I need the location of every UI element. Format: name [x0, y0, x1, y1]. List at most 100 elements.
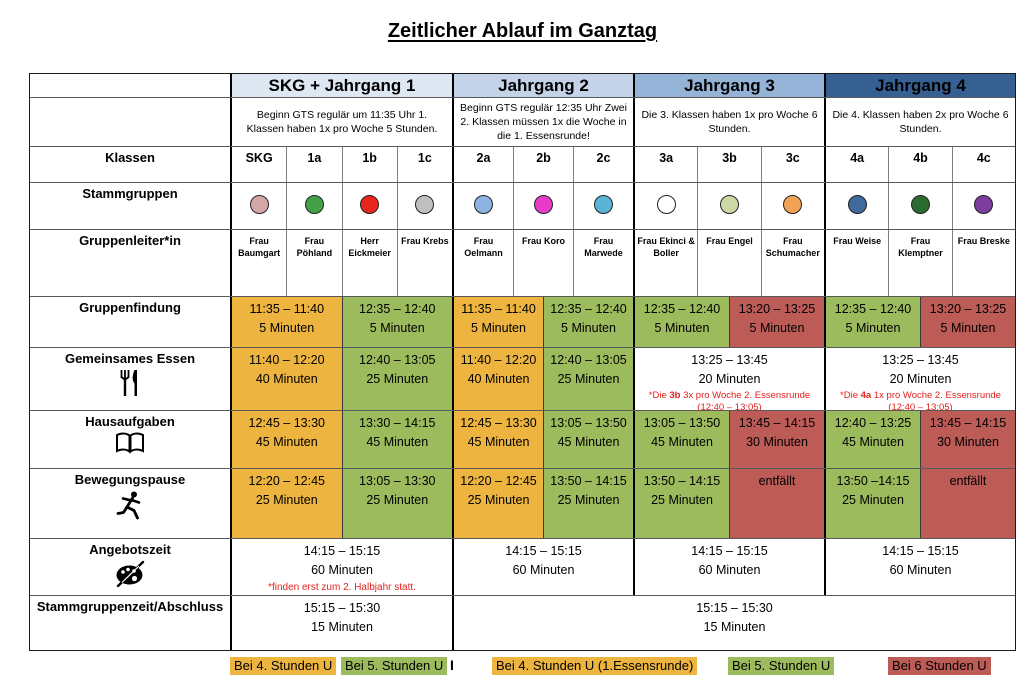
legend-item-5h-2: Bei 5. Stunden U — [728, 657, 835, 675]
leader-name: Frau Breske — [951, 230, 1015, 296]
page-title: Zeitlicher Ablauf im Ganztag — [387, 20, 658, 42]
group-color-dot — [847, 195, 867, 214]
legend-item-5h: Bei 5. Stunden U — [341, 657, 448, 675]
leader-name: Frau Baumgart — [238, 236, 281, 259]
group-header-j2: Jahrgang 2 — [454, 74, 633, 97]
klasse-header: 3c — [760, 147, 824, 182]
runner-icon — [116, 491, 141, 520]
schedule-cell: 14:15 – 15:15 60 Minuten — [505, 544, 582, 578]
leader-name: Frau Koro — [513, 230, 573, 296]
leader-name: Herr Eickmeier — [341, 230, 397, 296]
schedule-cell: 13:50 – 14:15 25 Minuten — [543, 469, 633, 538]
schedule-cell: 13:30 – 14:15 45 Minuten — [341, 411, 452, 468]
schedule-cell: 13:45 – 14:15 30 Minuten — [729, 411, 824, 468]
schedule-cell: 12:35 – 12:40 5 Minuten — [635, 297, 729, 347]
palette-icon — [116, 561, 145, 588]
bewegungspause-row: Bewegungspause 12:20 – 12:45 25 Minuten 1… — [30, 469, 1015, 539]
schedule-cell: 13:25 – 13:45 20 Minuten *Die 4a 1x pro … — [826, 348, 1015, 413]
legend-item-4h-essensrunde: Bei 4. Stunden U (1.Essensrunde) — [492, 657, 698, 675]
schedule-cell: entfällt — [920, 469, 1015, 538]
row-label-essen: Gemeinsames Essen — [30, 348, 230, 410]
klasse-header: 4a — [850, 151, 865, 165]
schedule-cell: 12:35 – 12:40 5 Minuten — [341, 297, 452, 347]
angebotszeit-row: Angebotszeit 14:15 – 15:15 60 Minuten *f… — [30, 539, 1015, 596]
schedule-cell: 13:05 – 13:50 45 Minuten — [543, 411, 633, 468]
leader-name: Frau Marwede — [573, 230, 633, 296]
klasse-header: 3a — [659, 151, 674, 165]
group-color-dot — [974, 195, 994, 214]
schedule-cell: 13:50 –14:15 25 Minuten — [826, 469, 920, 538]
row-label-hausaufgaben: Hausaufgaben — [30, 411, 230, 468]
schedule-cell: 15:15 – 15:30 15 Minuten — [303, 601, 381, 635]
schedule-cell: 11:35 – 11:40 5 Minuten — [232, 297, 342, 347]
legend-separator: I — [450, 657, 454, 673]
leader-name: Frau Pöhland — [286, 230, 341, 296]
group-note-j4: Die 4. Klassen haben 2x pro Woche 6 Stun… — [832, 108, 1009, 135]
klasse-header: 2c — [573, 147, 633, 182]
schedule-cell: 14:15 – 15:15 60 Minuten *finden erst zu… — [232, 539, 452, 595]
klasse-header: 4b — [888, 147, 951, 182]
schedule-cell: 12:40 – 13:05 25 Minuten — [341, 348, 452, 410]
klasse-header: 1b — [341, 147, 397, 182]
schedule-cell: 14:15 – 15:15 60 Minuten — [882, 544, 959, 578]
schedule-cell: 14:15 – 15:15 60 Minuten — [691, 544, 768, 578]
group-color-dot — [360, 195, 380, 214]
description-row: Beginn GTS regulär um 11:35 Uhr 1. Klass… — [30, 98, 1015, 147]
group-color-dot — [304, 195, 324, 214]
open-book-icon — [116, 432, 144, 454]
schedule-cell: 12:35 – 12:40 5 Minuten — [826, 297, 920, 347]
schedule-cell: 12:35 – 12:40 5 Minuten — [543, 297, 633, 347]
leader-name: Frau Weise — [833, 236, 882, 246]
schedule-cell: 12:45 – 13:30 45 Minuten — [232, 411, 342, 468]
group-color-dot — [719, 195, 739, 214]
row-label-gruppenfindung: Gruppenfindung — [79, 300, 181, 315]
legend: Bei 4. Stunden U Bei 5. Stunden U I Bei … — [0, 655, 1024, 685]
group-color-dot — [249, 195, 269, 214]
schedule-cell: 12:40 – 13:05 25 Minuten — [543, 348, 633, 410]
group-note-j1: Beginn GTS regulär um 11:35 Uhr 1. Klass… — [246, 108, 438, 135]
klasse-header: SKG — [245, 151, 273, 165]
klasse-header: 1c — [396, 147, 452, 182]
description-empty-cell — [30, 98, 230, 146]
schedule-cell: 12:20 – 12:45 25 Minuten — [454, 469, 543, 538]
schedule-cell: 13:05 – 13:50 45 Minuten — [635, 411, 729, 468]
schedule-cell: 13:05 – 13:30 25 Minuten — [341, 469, 452, 538]
schedule-cell: 13:20 – 13:25 5 Minuten — [729, 297, 824, 347]
group-color-dot — [415, 195, 435, 214]
gruppenfindung-row: Gruppenfindung 11:35 – 11:40 5 Minuten 12… — [30, 297, 1015, 348]
essen-note-j3: *Die 3b 3x pro Woche 2. Essensrunde (12:… — [648, 389, 811, 414]
leader-name: Frau Krebs — [396, 230, 452, 296]
row-label-stammgruppenzeit: Stammgruppenzeit/Abschluss — [36, 599, 224, 614]
schedule-cell: 13:25 – 13:45 20 Minuten *Die 3b 3x pro … — [635, 348, 824, 413]
schedule-cell: 12:40 – 13:25 45 Minuten — [826, 411, 920, 468]
group-note-j3: Die 3. Klassen haben 1x pro Woche 6 Stun… — [641, 108, 818, 135]
klasse-header: 1a — [286, 147, 341, 182]
gruppenleiter-row: Gruppenleiter*in Frau Baumgart Frau Pöhl… — [30, 230, 1015, 297]
group-color-dot — [474, 195, 493, 214]
klassen-row: Klassen SKG 1a 1b 1c 2a 2b 2c 3a 3b 3c 4… — [30, 147, 1015, 183]
group-header-j1: SKG + Jahrgang 1 — [232, 74, 452, 97]
row-label-angebotszeit: Angebotszeit — [30, 539, 230, 595]
klasse-header: 4c — [951, 147, 1015, 182]
schedule-cell: 13:45 – 14:15 30 Minuten — [920, 411, 1015, 468]
schedule-cell: 11:35 – 11:40 5 Minuten — [454, 297, 543, 347]
essen-note-j4: *Die 4a 1x pro Woche 2. Essensrunde (12:… — [840, 389, 1001, 414]
header-empty-cell — [30, 74, 230, 97]
schedule-cell: 11:40 – 12:20 40 Minuten — [454, 348, 543, 410]
group-header-j3: Jahrgang 3 — [635, 74, 824, 97]
schedule-cell: 12:45 – 13:30 45 Minuten — [454, 411, 543, 468]
leader-name: Frau Klemptner — [888, 230, 951, 296]
leader-name: Frau Engel — [697, 230, 760, 296]
group-note-j2: Beginn GTS regulär 12:35 Uhr Zwei 2. Kla… — [460, 101, 627, 143]
schedule-cell: 13:20 – 13:25 5 Minuten — [920, 297, 1015, 347]
leader-name: Frau Oelmann — [464, 236, 503, 259]
schedule-cell: 15:15 – 15:30 15 Minuten — [696, 601, 773, 635]
essen-row: Gemeinsames Essen 11:40 – 12:20 40 Minute… — [30, 348, 1015, 413]
legend-item-6h: Bei 6 Stunden U — [888, 657, 991, 675]
angebot-note-j1: *finden erst zum 2. Halbjahr statt. — [268, 581, 416, 593]
schedule-cell: entfällt — [729, 469, 824, 538]
stammgruppen-row: Stammgruppen — [30, 183, 1015, 230]
header-row: SKG + Jahrgang 1 Jahrgang 2 Jahrgang 3 J… — [30, 74, 1015, 98]
fork-knife-icon — [120, 370, 137, 397]
